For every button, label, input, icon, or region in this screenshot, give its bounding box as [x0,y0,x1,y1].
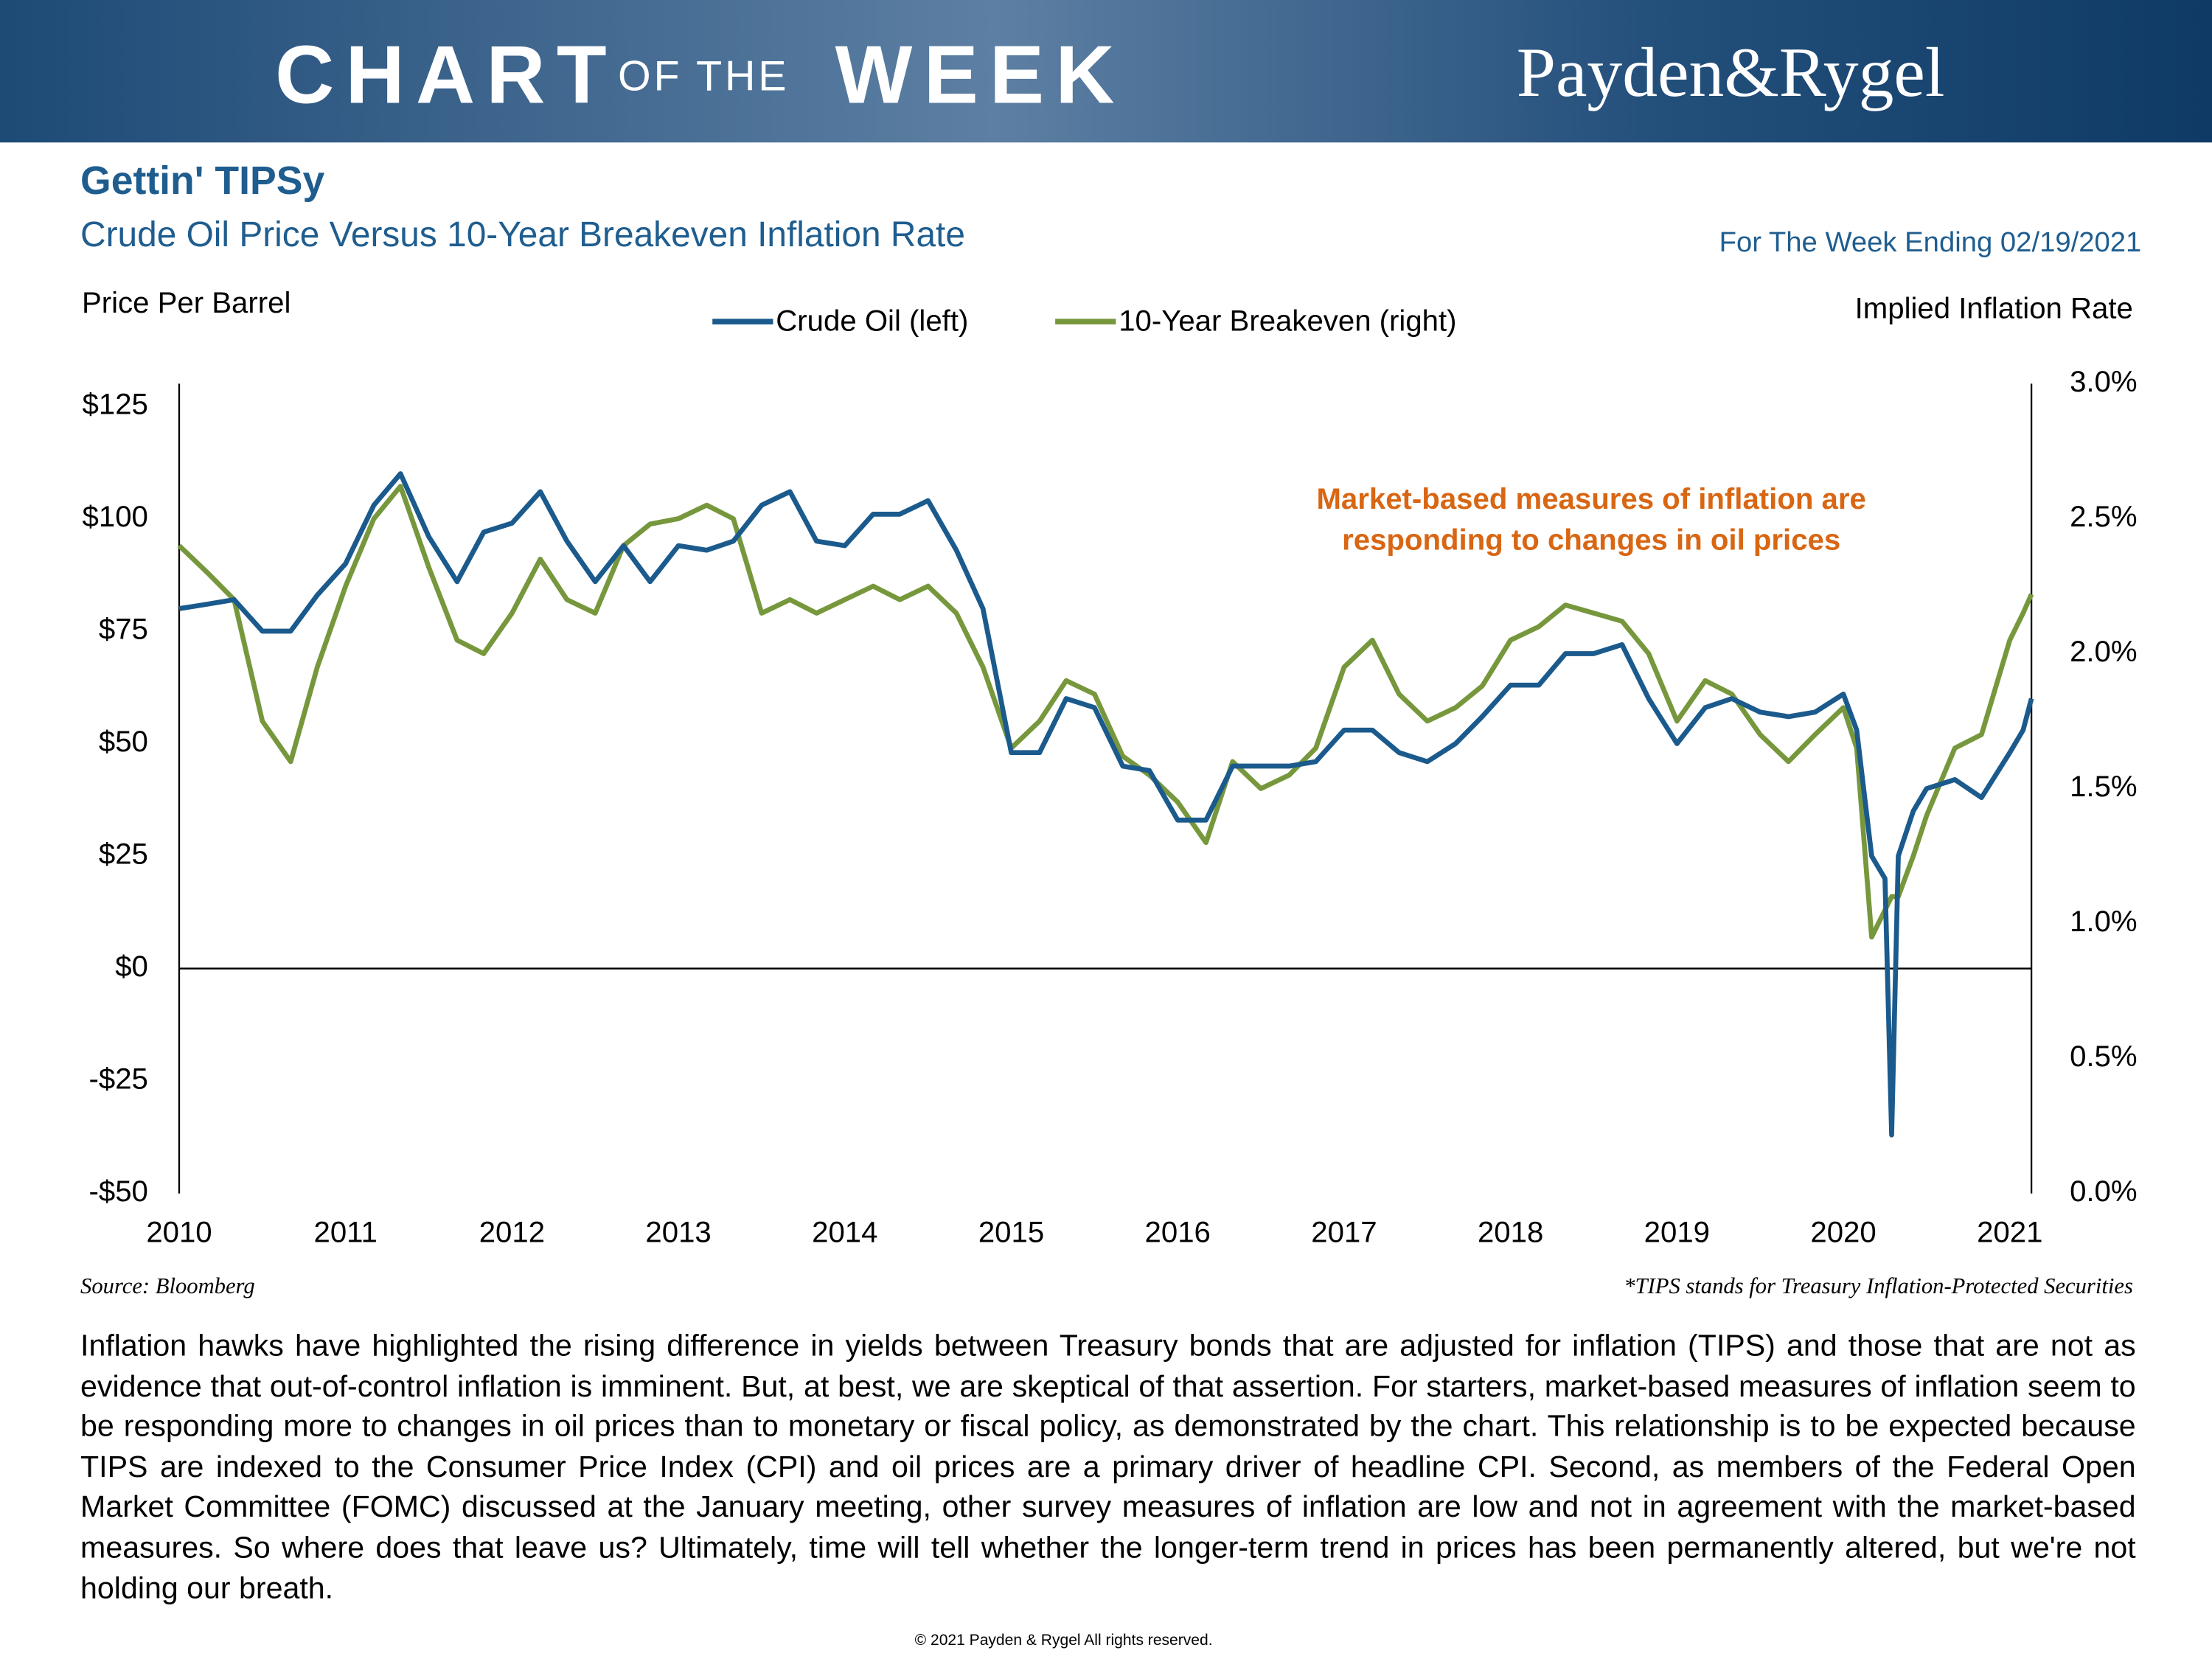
y2-tick-label: 1.5% [2070,770,2138,803]
x-tick-label: 2013 [645,1216,711,1249]
copyright: © 2021 Payden & Rygel All rights reserve… [914,1632,1213,1649]
y-tick-label: $100 [83,500,148,533]
x-tick-label: 2020 [1810,1216,1876,1249]
x-tick-label: 2017 [1311,1216,1377,1249]
legend-label: Crude Oil (left) [776,305,968,338]
x-tick-label: 2021 [1977,1216,2042,1249]
y2-tick-label: 1.0% [2070,905,2138,938]
series-line [177,484,2034,940]
x-tick-label: 2018 [1478,1216,1543,1249]
legend-label: 10-Year Breakeven (right) [1119,305,1456,338]
y2-tick-label: 0.5% [2070,1040,2138,1073]
source: Source: Bloomberg [80,1273,255,1298]
annotation: responding to changes in oil prices [1342,523,1840,556]
brand: CHART [275,29,618,122]
y-tick-label: $50 [99,725,148,758]
chart: Gettin' TIPSy Crude Oil Price Versus 10-… [80,159,2142,1298]
body-text: Inflation hawks have highlighted the ris… [80,1329,2136,1605]
chart-title: Gettin' TIPSy [80,159,324,203]
chart-subtitle: Crude Oil Price Versus 10-Year Breakeven… [80,215,965,254]
footnote: *TIPS stands for Treasury Inflation-Prot… [1624,1273,2133,1298]
week-ending: For The Week Ending 02/19/2021 [1719,226,2142,258]
y-tick-label: -$50 [89,1175,148,1208]
banner: CHART OF THE WEEK Payden&Rygel [0,0,2212,143]
y-tick-label: $125 [83,388,148,421]
series-line [178,471,2034,1138]
y-tick-label: $25 [99,838,148,871]
annotation: Market-based measures of inflation are [1316,482,1865,515]
y2-tick-label: 2.5% [2070,500,2138,533]
x-tick-label: 2014 [812,1216,877,1249]
y-tick-label: $75 [99,613,148,646]
x-tick-label: 2016 [1145,1216,1211,1249]
y-tick-label: -$25 [89,1062,148,1096]
y2-tick-label: 0.0% [2070,1175,2138,1208]
logo: Payden&Rygel [1516,32,1945,112]
x-tick-label: 2015 [978,1216,1044,1249]
x-tick-label: 2012 [479,1216,545,1249]
x-tick-label: 2019 [1644,1216,1710,1249]
y-tick-label: $0 [115,950,148,983]
x-tick-label: 2011 [314,1216,378,1249]
y2-tick-label: 3.0% [2070,365,2138,398]
y2-tick-label: 2.0% [2070,635,2138,668]
y-axis-label: Price Per Barrel [82,286,291,319]
brand: WEEK [835,29,1126,122]
x-tick-label: 2010 [146,1216,212,1249]
y2-axis-label: Implied Inflation Rate [1855,292,2133,325]
brand: OF THE [618,53,790,100]
